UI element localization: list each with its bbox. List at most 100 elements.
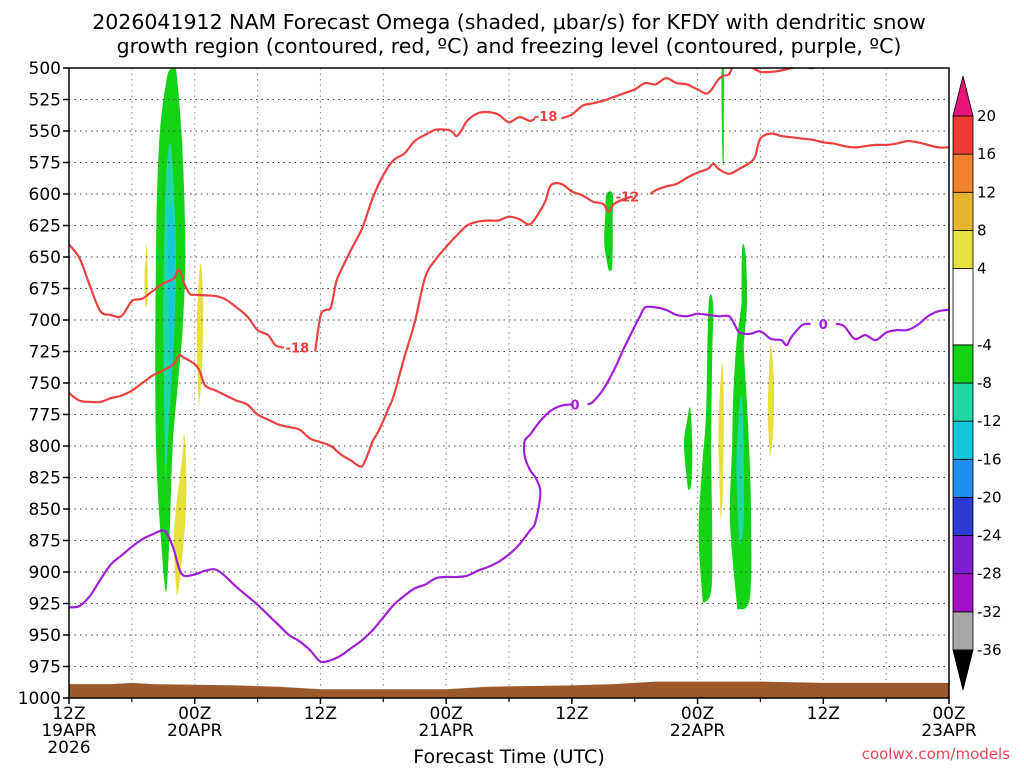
omega-region xyxy=(173,433,187,598)
colorbar-label: -16 xyxy=(977,450,1002,468)
omega-region xyxy=(736,394,745,547)
colorbar-under-arrow xyxy=(952,649,974,691)
terrain-fill xyxy=(69,681,949,698)
chart-title-line-2: growth region (contoured, red, ºC) and f… xyxy=(117,34,902,58)
x-tick-label: 22APR xyxy=(670,721,726,741)
colorbar-swatch xyxy=(952,268,974,346)
colorbar-label: -36 xyxy=(977,641,1002,659)
y-tick-label: 875 xyxy=(29,532,61,552)
omega-shading-layer xyxy=(144,68,775,610)
y-tick-label: 500 xyxy=(29,59,61,79)
colorbar-swatch xyxy=(952,230,974,269)
freezing-level-contour-line xyxy=(835,308,949,342)
colorbar-label: 8 xyxy=(977,221,987,239)
y-axis: 500 525 550 575 600 625 650 675 700 725 750 775 800 8… xyxy=(18,59,69,709)
colorbar-label: -4 xyxy=(977,336,992,354)
colorbar-swatch xyxy=(952,115,974,155)
x-tick-label: 12Z xyxy=(555,704,588,724)
y-tick-label: 700 xyxy=(29,311,61,331)
omega-region xyxy=(767,345,775,459)
freezing-level-contour-line xyxy=(587,305,811,406)
y-tick-label: 950 xyxy=(29,626,61,646)
dgz-contour-label: -12 xyxy=(616,191,640,206)
x-tick-label: 00Z xyxy=(178,704,211,724)
omega-region xyxy=(196,263,204,409)
y-tick-label: 675 xyxy=(29,280,61,300)
y-tick-label: 525 xyxy=(29,91,61,111)
colorbar-swatch xyxy=(952,573,974,613)
colorbar-label: -12 xyxy=(977,412,1002,430)
dgz-contour-line xyxy=(69,243,285,349)
omega-region xyxy=(698,294,714,604)
colorbar-label: 12 xyxy=(977,183,996,201)
colorbar-swatch xyxy=(952,420,974,460)
colorbar-label: -24 xyxy=(977,527,1002,545)
omega-region xyxy=(144,244,148,308)
y-tick-label: 900 xyxy=(29,563,61,583)
y-tick-label: 850 xyxy=(29,500,61,520)
omega-region xyxy=(683,407,693,491)
x-tick-label: 00Z xyxy=(932,704,965,724)
contour-layer: -18 -18 -12 0 0 xyxy=(69,68,949,664)
colorbar-label: -20 xyxy=(977,488,1002,506)
colorbar-swatch xyxy=(952,497,974,536)
dgz-contour-label: -18 xyxy=(534,110,558,125)
colorbar-swatch xyxy=(952,153,974,193)
colorbar-label: -8 xyxy=(977,374,992,392)
omega-region xyxy=(604,191,614,272)
y-tick-label: 800 xyxy=(29,437,61,457)
x-tick-label: 2026 xyxy=(47,738,90,758)
x-tick-label: 20APR xyxy=(167,721,223,741)
chart-title-line-1: 2026041912 NAM Forecast Omega (shaded, μ… xyxy=(92,10,926,34)
colorbar: 20 16 12 8 4 -4 -8 -12 -16 -20 -24 -28 -32 -36 xyxy=(952,75,1002,691)
dgz-contour-line xyxy=(561,68,817,120)
plot-area: -18 -18 -12 0 0 xyxy=(69,68,949,698)
dgz-contour-line xyxy=(69,182,633,468)
colorbar-swatch xyxy=(952,382,974,422)
x-axis-label: Forecast Time (UTC) xyxy=(413,746,604,768)
colorbar-swatch xyxy=(952,535,974,575)
omega-region xyxy=(718,363,724,522)
x-tick-label: 00Z xyxy=(430,704,463,724)
x-tick-label: 00Z xyxy=(681,704,714,724)
colorbar-swatch xyxy=(952,611,974,651)
terrain-layer xyxy=(69,681,949,698)
omega-region xyxy=(168,204,175,396)
colorbar-over-arrow xyxy=(952,75,974,117)
y-tick-label: 725 xyxy=(29,343,61,363)
y-tick-label: 750 xyxy=(29,374,61,394)
colorbar-swatch xyxy=(952,191,974,231)
colorbar-swatch xyxy=(952,344,974,384)
x-tick-label: 12Z xyxy=(52,704,85,724)
dgz-contour-label: -18 xyxy=(286,342,310,357)
colorbar-label: 16 xyxy=(977,145,996,163)
grid-layer xyxy=(69,68,949,698)
y-tick-label: 925 xyxy=(29,595,61,615)
x-tick-label: 12Z xyxy=(304,704,337,724)
y-tick-label: 575 xyxy=(29,154,61,174)
colorbar-label: 4 xyxy=(977,260,987,278)
dgz-contour-line xyxy=(649,132,949,195)
x-tick-label: 12Z xyxy=(807,704,840,724)
y-tick-label: 650 xyxy=(29,248,61,268)
y-tick-label: 825 xyxy=(29,469,61,489)
colorbar-swatch xyxy=(952,458,974,498)
x-tick-label: 23APR xyxy=(921,721,977,741)
y-tick-label: 550 xyxy=(29,122,61,142)
freezing-level-contour-label: 0 xyxy=(819,318,828,333)
colorbar-label: -32 xyxy=(977,603,1002,621)
freezing-level-contour-label: 0 xyxy=(570,398,579,413)
credit-text: coolwx.com/models xyxy=(862,745,1010,763)
freezing-level-contour-line xyxy=(69,403,573,664)
colorbar-label: 20 xyxy=(977,107,996,125)
y-tick-label: 625 xyxy=(29,217,61,237)
y-tick-label: 600 xyxy=(29,185,61,205)
omega-region xyxy=(721,68,724,166)
y-tick-label: 1000 xyxy=(18,689,61,709)
dgz-contour-line xyxy=(314,110,536,352)
y-tick-label: 975 xyxy=(29,658,61,678)
x-tick-label: 19APR xyxy=(41,721,97,741)
x-tick-label: 21APR xyxy=(418,721,474,741)
